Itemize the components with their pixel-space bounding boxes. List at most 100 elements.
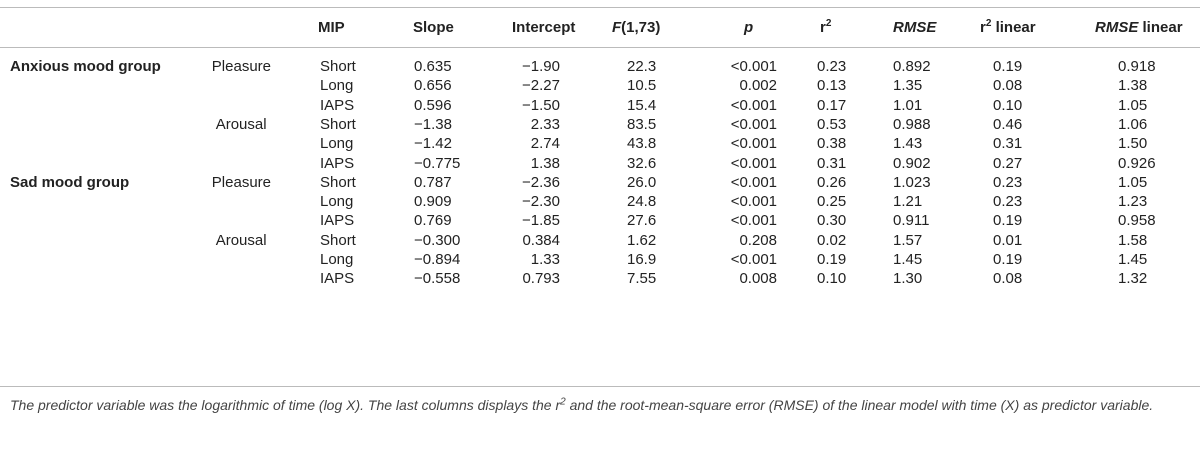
table-cell: 0.892 bbox=[893, 58, 931, 75]
bottom-rule bbox=[0, 386, 1200, 387]
table-cell: 1.05 bbox=[1118, 173, 1148, 191]
table-cell: 0.008 bbox=[739, 270, 777, 288]
header-text: linear bbox=[1138, 19, 1183, 36]
table-cell: <0.001 bbox=[730, 251, 777, 268]
table-cell: 7.55 bbox=[627, 270, 657, 288]
table-cell: 0.10 bbox=[817, 270, 847, 288]
table-cell: 1.05 bbox=[1118, 96, 1148, 114]
table-cell: Long bbox=[320, 251, 354, 268]
table-cell: 0.23 bbox=[817, 58, 847, 75]
group-label: Anxious mood group bbox=[10, 58, 161, 75]
table-cell: 1.50 bbox=[1118, 135, 1148, 153]
table-cell: Short bbox=[320, 58, 356, 75]
header-text: linear bbox=[991, 19, 1036, 36]
dimension-label: Arousal bbox=[215, 231, 267, 249]
table-cell: Short bbox=[320, 173, 356, 191]
table-cell: 0.25 bbox=[817, 193, 847, 211]
top-rule bbox=[0, 7, 1200, 8]
table-cell: 0.23 bbox=[993, 193, 1023, 211]
table-cell: <0.001 bbox=[730, 96, 777, 114]
table-cell: <0.001 bbox=[730, 115, 777, 133]
column-header: r2 bbox=[820, 18, 831, 37]
table-cell: 0.19 bbox=[817, 251, 847, 268]
table-cell: 0.02 bbox=[817, 231, 847, 249]
column-header: RMSE linear bbox=[1095, 18, 1183, 37]
header-text: r bbox=[820, 19, 826, 36]
table-cell: 0.19 bbox=[993, 58, 1023, 75]
table-cell: <0.001 bbox=[730, 135, 777, 153]
footnote-sup: 2 bbox=[560, 396, 566, 408]
table-cell: 0.902 bbox=[893, 154, 931, 172]
table-cell: 1.01 bbox=[893, 96, 923, 114]
group-label: Sad mood group bbox=[10, 173, 130, 191]
table-cell: 0.26 bbox=[817, 173, 847, 191]
column-header: Intercept bbox=[512, 19, 576, 36]
header-italic: RMSE bbox=[893, 19, 937, 36]
table-cell: −0.894 bbox=[414, 251, 461, 268]
table-cell: 0.988 bbox=[893, 115, 931, 133]
table-cell: 1.45 bbox=[893, 251, 923, 268]
table-cell: 1.30 bbox=[893, 270, 923, 288]
table-cell: −1.90 bbox=[522, 58, 560, 75]
header-italic: p bbox=[744, 19, 754, 36]
header-italic: F bbox=[612, 19, 622, 36]
dimension-label: Pleasure bbox=[211, 173, 271, 191]
table-cell: 26.0 bbox=[627, 173, 657, 191]
table-cell: 0.08 bbox=[993, 270, 1023, 288]
table-cell: 0.596 bbox=[414, 96, 452, 114]
table-cell: <0.001 bbox=[730, 58, 777, 75]
table-cell: 1.58 bbox=[1118, 231, 1148, 249]
table-cell: 0.38 bbox=[817, 135, 847, 153]
table-cell: 0.53 bbox=[817, 115, 847, 133]
table-cell: 16.9 bbox=[627, 251, 657, 268]
table-cell: IAPS bbox=[320, 96, 355, 114]
column-header: F(1,73) bbox=[612, 18, 660, 37]
table-cell: <0.001 bbox=[730, 193, 777, 211]
dimension-label: Pleasure bbox=[211, 58, 271, 75]
table-cell: 0.958 bbox=[1118, 212, 1156, 230]
dimension-label: Arousal bbox=[215, 115, 267, 133]
table-cell: 43.8 bbox=[627, 135, 657, 153]
table-cell: −0.775 bbox=[414, 154, 461, 172]
table-cell: −0.300 bbox=[414, 231, 461, 249]
table-cell: 0.769 bbox=[414, 212, 452, 230]
table-cell: 0.793 bbox=[522, 270, 560, 288]
table-cell: 0.17 bbox=[817, 96, 847, 114]
table-cell: IAPS bbox=[320, 270, 355, 288]
table-cell: 0.19 bbox=[993, 251, 1023, 268]
header-text: r bbox=[980, 19, 986, 36]
column-header: Slope bbox=[413, 19, 454, 36]
table-cell: 2.33 bbox=[530, 115, 560, 133]
table-cell: −1.38 bbox=[414, 115, 452, 133]
table-cell: 0.918 bbox=[1118, 58, 1156, 75]
table-cell: Short bbox=[320, 231, 356, 249]
table-cell: 1.33 bbox=[530, 251, 560, 268]
table-cell: Long bbox=[320, 135, 354, 153]
column-header: r2 linear bbox=[980, 18, 1036, 37]
table-cell: 0.31 bbox=[817, 154, 847, 172]
footnote-text: and the root-mean-square error (RMSE) of… bbox=[565, 397, 1154, 413]
table-cell: 27.6 bbox=[627, 212, 657, 230]
table-cell: 1.21 bbox=[893, 193, 923, 211]
table-cell: 0.635 bbox=[414, 58, 452, 75]
table-cell: −2.30 bbox=[522, 193, 560, 211]
table-cell: 22.3 bbox=[627, 58, 657, 75]
column-header: p bbox=[744, 18, 753, 37]
column-header: RMSE bbox=[893, 18, 936, 37]
table-cell: 0.31 bbox=[993, 135, 1023, 153]
table-cell: 0.13 bbox=[817, 77, 847, 95]
table-cell: 0.909 bbox=[414, 193, 452, 211]
table-cell: 1.43 bbox=[893, 135, 923, 153]
table-cell: IAPS bbox=[320, 212, 355, 230]
table-cell: 1.38 bbox=[1118, 77, 1148, 95]
table-cell: 0.911 bbox=[893, 212, 930, 230]
table-cell: 1.38 bbox=[530, 154, 560, 172]
table-cell: 0.10 bbox=[993, 96, 1023, 114]
table-cell: 24.8 bbox=[627, 193, 657, 211]
table-cell: 0.23 bbox=[993, 173, 1023, 191]
table-cell: 15.4 bbox=[627, 96, 657, 114]
table-cell: 0.27 bbox=[993, 154, 1023, 172]
table-cell: 1.32 bbox=[1118, 270, 1148, 288]
table-cell: <0.001 bbox=[730, 173, 777, 191]
